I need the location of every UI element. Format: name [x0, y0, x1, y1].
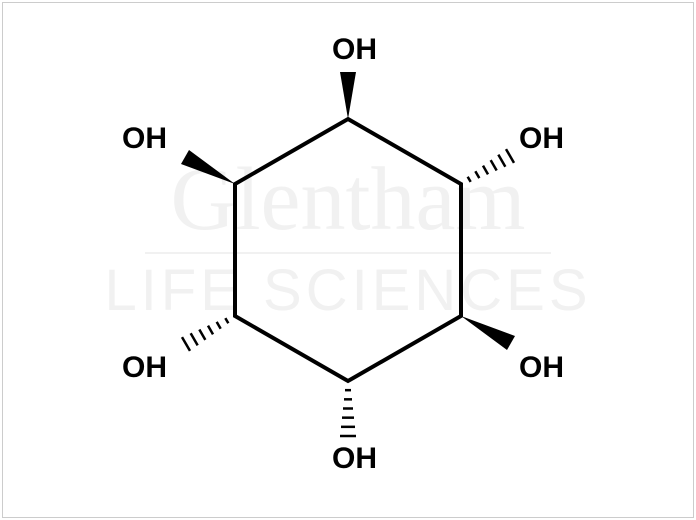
figure-canvas: { "canvas": { "width": 696, "height": 52…: [0, 0, 696, 520]
oh-label-lower-left: OH: [122, 351, 167, 385]
oh-label-top: OH: [332, 33, 377, 67]
oh-label-upper-left: OH: [122, 122, 167, 156]
oh-label-upper-right: OH: [519, 122, 564, 156]
oh-label-bottom: OH: [332, 442, 377, 476]
oh-label-lower-right: OH: [519, 351, 564, 385]
